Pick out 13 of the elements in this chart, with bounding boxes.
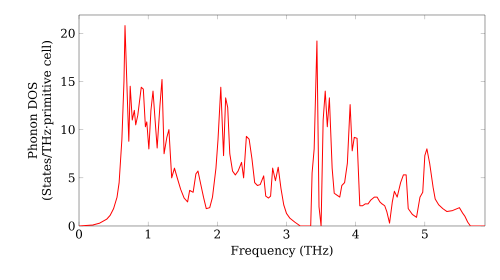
y-tick-label: 15	[62, 76, 75, 86]
x-axis-title: Frequency (THz)	[231, 245, 332, 258]
y-axis-title: Phonon DOS (States/THz·primitive cell)	[28, 41, 54, 200]
x-tick-label: 1	[146, 230, 150, 238]
y-tick-label: 5	[68, 173, 75, 182]
x-tick-label: 3	[284, 230, 290, 239]
y-tick-label: 20	[61, 28, 75, 38]
y-tick-label: 0	[68, 221, 75, 231]
x-tick-label: 2	[214, 230, 220, 238]
x-tick-label: 4	[352, 230, 359, 238]
x-tick-label: 5	[422, 230, 428, 238]
x-tick-label: 0	[76, 230, 82, 239]
y-tick-label: 10	[62, 125, 75, 134]
